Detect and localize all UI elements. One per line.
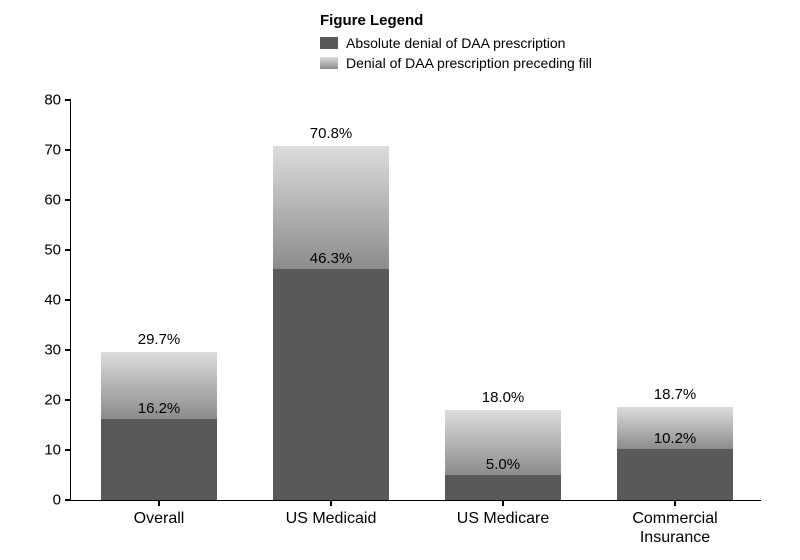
plot-area: 01020304050607080Overall16.2%29.7%US Med… — [70, 100, 761, 501]
figure-legend: Figure Legend Absolute denial of DAA pre… — [320, 12, 592, 75]
y-tick-label: 50 — [44, 242, 61, 259]
bar-bottom-value-label: 16.2% — [138, 400, 181, 417]
bar-group: 16.2%29.7% — [101, 352, 217, 501]
x-category-label: US Medicare — [457, 510, 549, 529]
x-category-label: Commercial Insurance — [632, 510, 717, 548]
bar-bottom-value-label: 46.3% — [310, 250, 353, 267]
bar-total-value-label: 70.8% — [310, 125, 353, 142]
x-tick — [158, 500, 160, 506]
y-tick-label: 60 — [44, 192, 61, 209]
bar-segment-absolute-denial — [445, 475, 561, 500]
bar-total-value-label: 18.0% — [482, 389, 525, 406]
x-tick — [502, 500, 504, 506]
bar-bottom-value-label: 5.0% — [486, 456, 520, 473]
x-category-label: US Medicaid — [286, 510, 377, 529]
legend-item-label: Absolute denial of DAA prescription — [346, 35, 565, 51]
y-tick-label: 40 — [44, 292, 61, 309]
y-tick — [65, 349, 71, 351]
legend-swatch-icon — [320, 37, 338, 49]
y-tick — [65, 199, 71, 201]
bar-group: 5.0%18.0% — [445, 410, 561, 500]
bar-segment-absolute-denial — [617, 449, 733, 500]
x-tick — [330, 500, 332, 506]
x-category-label: Overall — [134, 510, 185, 529]
legend-item-1: Denial of DAA prescription preceding fil… — [320, 55, 592, 71]
y-tick — [65, 99, 71, 101]
y-tick — [65, 499, 71, 501]
y-tick — [65, 249, 71, 251]
y-tick-label: 70 — [44, 142, 61, 159]
y-tick-label: 10 — [44, 442, 61, 459]
y-tick — [65, 299, 71, 301]
chart-root: Figure Legend Absolute denial of DAA pre… — [0, 0, 800, 560]
y-tick — [65, 449, 71, 451]
bar-group: 46.3%70.8% — [273, 146, 389, 500]
x-tick — [674, 500, 676, 506]
y-tick-label: 30 — [44, 342, 61, 359]
legend-title: Figure Legend — [320, 12, 592, 29]
y-tick — [65, 399, 71, 401]
bar-segment-absolute-denial — [273, 269, 389, 501]
y-tick-label: 0 — [53, 492, 61, 509]
bar-group: 10.2%18.7% — [617, 407, 733, 501]
y-tick — [65, 149, 71, 151]
bar-segment-absolute-denial — [101, 419, 217, 500]
bar-bottom-value-label: 10.2% — [654, 430, 697, 447]
bar-total-value-label: 18.7% — [654, 386, 697, 403]
legend-item-label: Denial of DAA prescription preceding fil… — [346, 55, 592, 71]
y-tick-label: 20 — [44, 392, 61, 409]
legend-swatch-icon — [320, 57, 338, 69]
bar-total-value-label: 29.7% — [138, 331, 181, 348]
legend-item-0: Absolute denial of DAA prescription — [320, 35, 592, 51]
y-tick-label: 80 — [44, 92, 61, 109]
